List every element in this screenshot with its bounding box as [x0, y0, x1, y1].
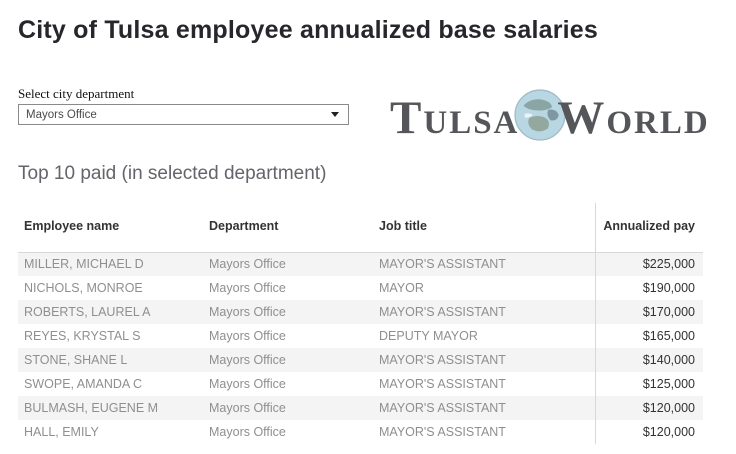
column-header-employee-name[interactable]: Employee name — [18, 203, 203, 253]
column-header-department[interactable]: Department — [203, 203, 373, 253]
cell-department[interactable]: Mayors Office — [209, 281, 286, 295]
cell-department[interactable]: Mayors Office — [209, 401, 286, 415]
cell-employee-name[interactable]: REYES, KRYSTAL S — [24, 329, 141, 343]
cell-annualized-pay[interactable]: $225,000 — [594, 252, 703, 276]
cell-job-title[interactable]: MAYOR'S ASSISTANT — [379, 377, 506, 391]
cell-department[interactable]: Mayors Office — [209, 425, 286, 439]
department-dropdown-value: Mayors Office — [26, 108, 97, 121]
cell-job-title[interactable]: MAYOR'S ASSISTANT — [379, 353, 506, 367]
cell-department[interactable]: Mayors Office — [209, 257, 286, 272]
table-row: BULMASH, EUGENE M Mayors Office MAYOR'S AS… — [18, 396, 703, 420]
cell-annualized-pay[interactable]: $120,000 — [594, 396, 703, 420]
cell-job-title[interactable]: MAYOR'S ASSISTANT — [379, 401, 506, 415]
cell-employee-name[interactable]: ROBERTS, LAUREL A — [24, 305, 151, 319]
cell-department[interactable]: Mayors Office — [209, 329, 286, 343]
cell-employee-name[interactable]: HALL, EMILY — [24, 425, 99, 439]
department-filter-label: Select city department — [18, 86, 135, 101]
table-row: REYES, KRYSTAL S Mayors Office DEPUTY MAYO… — [18, 324, 703, 348]
table-row: STONE, SHANE L Mayors Office MAYOR'S ASSIS… — [18, 348, 703, 372]
cell-job-title[interactable]: MAYOR'S ASSISTANT — [379, 425, 506, 439]
column-header-annualized-pay[interactable]: Annualized pay — [594, 203, 703, 253]
cell-employee-name[interactable]: STONE, SHANE L — [24, 353, 128, 367]
cell-annualized-pay[interactable]: $140,000 — [594, 348, 703, 372]
table-row: NICHOLS, MONROE Mayors Office MAYOR $190,00… — [18, 276, 703, 300]
cell-job-title[interactable]: MAYOR'S ASSISTANT — [379, 305, 506, 319]
cell-job-title[interactable]: MAYOR — [379, 281, 424, 295]
page-title: City of Tulsa employee annualized base s… — [18, 16, 598, 44]
cell-department[interactable]: Mayors Office — [209, 305, 286, 319]
cell-department[interactable]: Mayors Office — [209, 377, 286, 391]
cell-employee-name[interactable]: MILLER, MICHAEL D — [24, 257, 144, 272]
globe-icon — [514, 89, 567, 141]
table-row: HALL, EMILY Mayors Office MAYOR'S ASSISTAN… — [18, 420, 703, 444]
logo-word-world: WORLD — [557, 91, 710, 144]
table-row: SWOPE, AMANDA C Mayors Office MAYOR'S ASSI… — [18, 372, 703, 396]
top-paid-table: Employee name Department Job title Annualiz… — [18, 203, 703, 444]
cell-employee-name[interactable]: SWOPE, AMANDA C — [24, 377, 143, 391]
cell-job-title[interactable]: DEPUTY MAYOR — [379, 329, 478, 343]
tulsa-world-logo: TULSA WORLD — [390, 89, 710, 144]
cell-department[interactable]: Mayors Office — [209, 353, 286, 367]
cell-job-title[interactable]: MAYOR'S ASSISTANT — [379, 257, 506, 272]
cell-annualized-pay[interactable]: $120,000 — [594, 420, 703, 444]
cell-annualized-pay[interactable]: $165,000 — [594, 324, 703, 348]
cell-annualized-pay[interactable]: $190,000 — [594, 276, 703, 300]
column-header-job-title[interactable]: Job title — [373, 203, 595, 253]
logo-word-tulsa: TULSA — [390, 91, 520, 144]
cell-employee-name[interactable]: BULMASH, EUGENE M — [24, 401, 159, 415]
cell-annualized-pay[interactable]: $125,000 — [594, 372, 703, 396]
top-paid-table-container: Employee name Department Job title Annualiz… — [18, 203, 703, 444]
table-row: MILLER, MICHAEL D Mayors Office MAYOR'S AS… — [18, 252, 703, 276]
cell-annualized-pay[interactable]: $170,000 — [594, 300, 703, 324]
chevron-down-icon — [331, 112, 339, 117]
table-header-row: Employee name Department Job title Annualiz… — [18, 203, 703, 253]
department-dropdown[interactable]: Mayors Office — [18, 104, 349, 125]
cell-employee-name[interactable]: NICHOLS, MONROE — [24, 281, 143, 295]
table-row: ROBERTS, LAUREL A Mayors Office MAYOR'S AS… — [18, 300, 703, 324]
table-title: Top 10 paid (in selected department) — [18, 163, 327, 184]
